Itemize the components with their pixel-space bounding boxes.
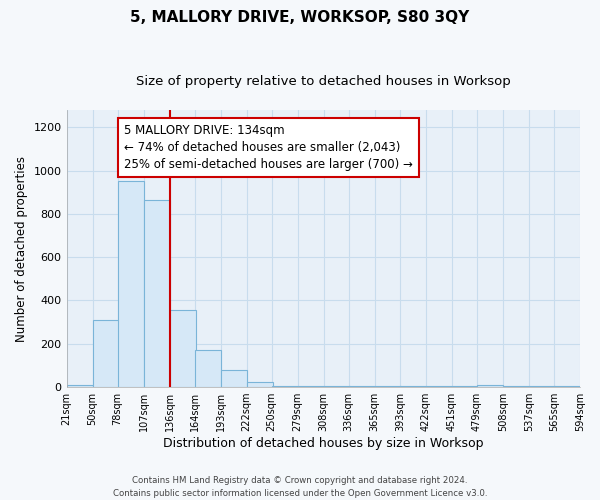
Bar (221, 370, 247, 387)
Text: Contains HM Land Registry data © Crown copyright and database right 2024.
Contai: Contains HM Land Registry data © Crown c… (113, 476, 487, 498)
Bar (503, 386, 529, 387)
Bar (349, 386, 375, 387)
Bar (324, 386, 350, 387)
Bar (92, 320, 119, 387)
Bar (272, 386, 298, 387)
Title: Size of property relative to detached houses in Worksop: Size of property relative to detached ho… (136, 75, 511, 88)
Bar (426, 386, 452, 387)
Bar (400, 386, 426, 387)
Text: 5, MALLORY DRIVE, WORKSOP, S80 3QY: 5, MALLORY DRIVE, WORKSOP, S80 3QY (130, 10, 470, 25)
Bar (118, 182, 143, 387)
Y-axis label: Number of detached properties: Number of detached properties (15, 156, 28, 342)
Bar (477, 385, 503, 387)
Bar (67, 385, 92, 387)
X-axis label: Distribution of detached houses by size in Worksop: Distribution of detached houses by size … (163, 437, 484, 450)
Bar (298, 386, 324, 387)
Bar (143, 200, 170, 387)
Text: 5 MALLORY DRIVE: 134sqm
← 74% of detached houses are smaller (2,043)
25% of semi: 5 MALLORY DRIVE: 134sqm ← 74% of detache… (124, 124, 413, 171)
Bar (170, 310, 196, 387)
Bar (554, 386, 580, 387)
Bar (194, 350, 221, 387)
Bar (375, 386, 401, 387)
Bar (529, 386, 555, 387)
Bar (247, 382, 272, 387)
Bar (452, 386, 478, 387)
